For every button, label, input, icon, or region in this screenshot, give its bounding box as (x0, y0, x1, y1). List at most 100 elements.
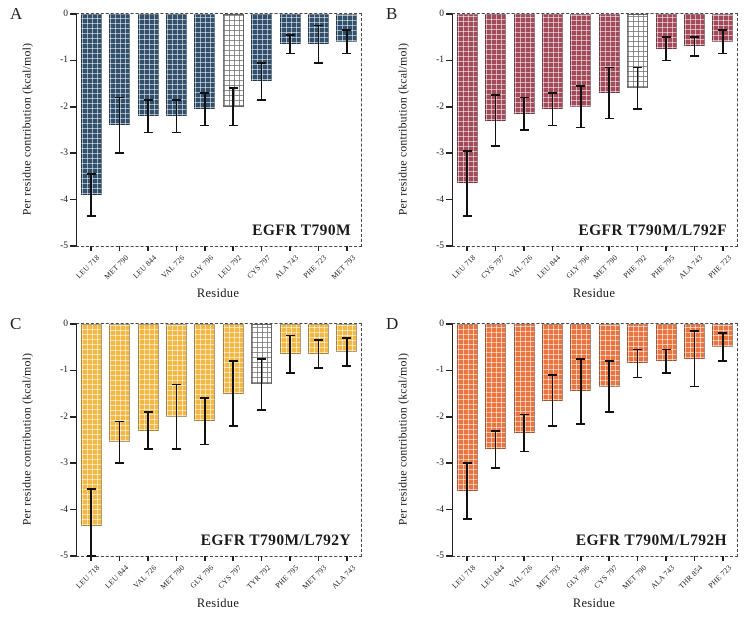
x-tick (693, 246, 696, 251)
error-bar (636, 67, 639, 110)
error-bar-cap (313, 24, 323, 27)
bar-met-790 (598, 14, 620, 93)
x-tick (289, 556, 291, 561)
error-bar-cap (576, 358, 586, 360)
error-bar-cap (519, 96, 529, 99)
error-bar-cap (115, 152, 125, 154)
y-tick-label: 0 (63, 9, 68, 19)
error-bar (722, 333, 724, 362)
error-bar (147, 99, 149, 133)
error-bar (523, 414, 525, 452)
error-bar-cap (661, 348, 671, 351)
x-tick-label: LEU 718 (74, 253, 102, 281)
x-tick-label: MET 790 (158, 563, 187, 591)
error-bar (693, 37, 696, 56)
x-tick (722, 556, 724, 561)
x-tick (523, 556, 525, 561)
error-bar-cap (228, 124, 238, 127)
bar-met-793 (541, 324, 563, 401)
error-bar (693, 330, 696, 387)
y-tick-label: -4 (60, 194, 68, 205)
error-bar-cap (285, 334, 295, 337)
x-tick-label: THR 854 (677, 563, 705, 591)
error-bar-cap (604, 117, 614, 120)
error-bar (608, 67, 610, 119)
error-bar (90, 174, 92, 216)
error-bar-cap (661, 59, 671, 62)
error-bar (466, 463, 468, 519)
x-tick (494, 246, 497, 251)
y-tick (446, 369, 452, 372)
y-tick-label: 0 (439, 9, 444, 19)
panel-letter: A (10, 4, 23, 23)
y-tick-label: 0 (63, 319, 68, 329)
error-bar-cap (200, 443, 210, 446)
bar-cys-797 (485, 14, 507, 121)
error-bar (260, 358, 263, 410)
x-tick (466, 556, 468, 561)
error-bar-cap (689, 330, 699, 332)
y-tick (446, 245, 452, 247)
error-bar-cap (143, 99, 153, 101)
error-bar-cap (604, 360, 614, 362)
error-bar-cap (718, 332, 728, 335)
bar-val-726 (513, 324, 535, 434)
error-bar-cap (143, 448, 153, 451)
y-tick-label: -5 (60, 241, 68, 251)
bar-met-790 (165, 324, 187, 417)
error-bar (346, 30, 348, 54)
y-tick-label: -5 (60, 551, 68, 561)
error-bar-cap (491, 94, 501, 96)
x-tick-label: CYS 797 (478, 253, 506, 281)
x-tick (260, 556, 263, 561)
y-tick (446, 198, 452, 201)
x-tick-label: VAL 726 (159, 253, 187, 280)
error-bar (551, 375, 554, 427)
error-bar (665, 349, 667, 373)
x-axis-title: Residue (196, 286, 240, 300)
plot-area: EGFR T790M/L792Y 0 -1 -2 -3 -4 -5 LEU 718 LEU 8… (60, 319, 362, 591)
y-tick (446, 462, 452, 464)
y-tick (70, 106, 76, 108)
x-tick (636, 556, 639, 561)
y-tick-label: -5 (436, 241, 444, 251)
panel-annotation: EGFR T790M/L792H (575, 532, 727, 549)
error-bar (317, 340, 320, 369)
y-tick-label: -2 (436, 411, 444, 422)
bar-met-793 (336, 14, 358, 42)
x-tick (90, 246, 92, 251)
y-tick-label: -4 (436, 504, 444, 515)
error-bar-cap (491, 467, 501, 469)
x-axis-title: Residue (572, 286, 616, 300)
error-bar-cap (86, 215, 96, 217)
x-tick-label: PHE 792 (621, 253, 648, 280)
error-bar-cap (313, 367, 323, 369)
x-tick (346, 556, 348, 561)
x-tick (608, 556, 610, 561)
y-tick (446, 416, 452, 418)
x-axis-title: Residue (196, 596, 240, 610)
y-tick (446, 555, 452, 557)
x-tick (147, 246, 149, 251)
x-tick (494, 556, 497, 561)
error-bar-cap (718, 360, 728, 362)
x-tick-label: GLY 796 (188, 253, 216, 281)
error-bar-cap (462, 518, 472, 520)
error-bar-cap (86, 173, 96, 175)
x-tick-label: LEU 844 (478, 563, 506, 591)
error-bar (580, 358, 582, 424)
x-tick-label: LEU 844 (131, 253, 159, 281)
y-tick-label: -2 (60, 101, 68, 112)
error-bar (232, 88, 234, 126)
x-tick-label: LEU 844 (535, 253, 563, 281)
y-tick (70, 245, 76, 247)
x-axis-title: Residue (572, 596, 616, 610)
x-tick-label: MET 790 (101, 253, 130, 281)
x-tick (175, 246, 178, 251)
error-bar (346, 337, 348, 366)
y-tick-label: -1 (436, 55, 444, 66)
panel-a: A Per residue contribution (kcal/mol) EG… (0, 0, 376, 310)
error-bar-cap (200, 397, 210, 400)
error-bar-cap (285, 52, 295, 55)
bar-cys-797 (251, 14, 273, 82)
